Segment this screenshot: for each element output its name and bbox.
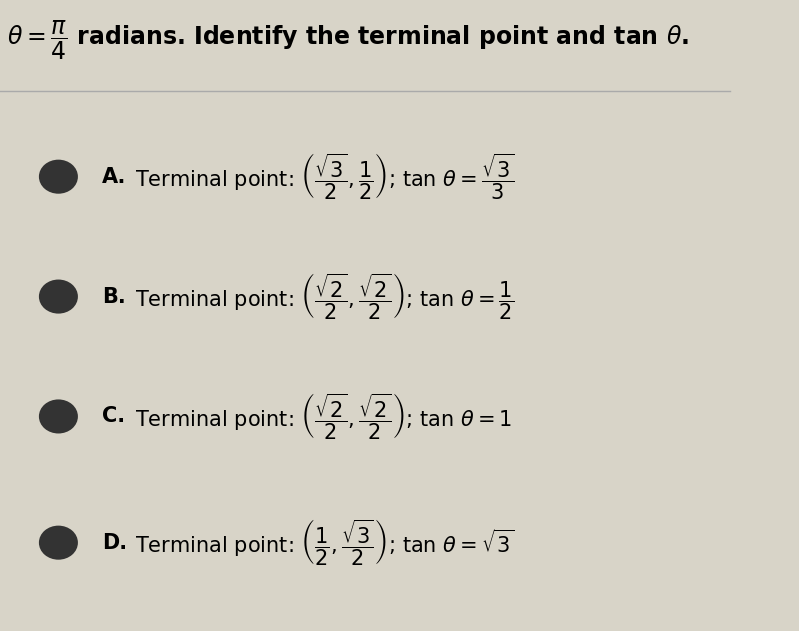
- Text: A.: A.: [102, 167, 126, 187]
- Text: Terminal point: $\left(\dfrac{1}{2},\dfrac{\sqrt{3}}{2}\right)$; tan $\theta = \: Terminal point: $\left(\dfrac{1}{2},\dfr…: [135, 517, 515, 568]
- Text: Terminal point: $\left(\dfrac{\sqrt{2}}{2},\dfrac{\sqrt{2}}{2}\right)$; tan $\th: Terminal point: $\left(\dfrac{\sqrt{2}}{…: [135, 391, 512, 442]
- Circle shape: [40, 281, 77, 312]
- Text: B.: B.: [102, 286, 126, 307]
- Text: C.: C.: [102, 406, 125, 427]
- Circle shape: [40, 161, 77, 192]
- Text: D.: D.: [102, 533, 127, 553]
- Text: $\theta = \dfrac{\pi}{4}$ radians. Identify the terminal point and tan $\theta$.: $\theta = \dfrac{\pi}{4}$ radians. Ident…: [7, 19, 690, 62]
- Circle shape: [40, 401, 77, 432]
- Text: Terminal point: $\left(\dfrac{\sqrt{3}}{2},\dfrac{1}{2}\right)$; tan $\theta = \: Terminal point: $\left(\dfrac{\sqrt{3}}{…: [135, 151, 515, 202]
- Text: Terminal point: $\left(\dfrac{\sqrt{2}}{2},\dfrac{\sqrt{2}}{2}\right)$; tan $\th: Terminal point: $\left(\dfrac{\sqrt{2}}{…: [135, 271, 515, 322]
- Circle shape: [40, 527, 77, 558]
